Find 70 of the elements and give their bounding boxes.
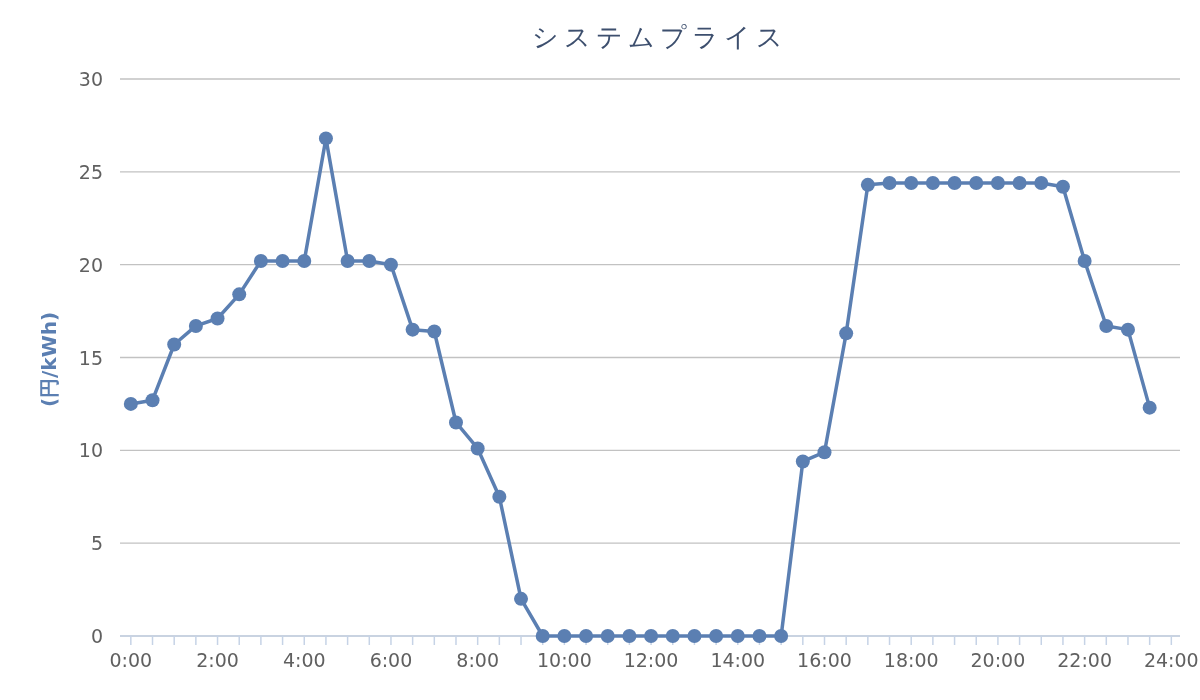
point (600, 629, 615, 643)
point (448, 415, 463, 430)
point (990, 175, 1005, 190)
x-tick-label: 24:00 (1143, 649, 1199, 671)
point (860, 177, 875, 192)
point (123, 396, 138, 411)
point (470, 441, 485, 456)
point (730, 629, 745, 643)
point (492, 489, 507, 504)
point (947, 175, 962, 190)
point (1034, 175, 1049, 190)
point (752, 629, 767, 643)
point (709, 629, 724, 643)
point (925, 175, 940, 190)
x-tick-label: 22:00 (1057, 649, 1112, 671)
point (904, 175, 919, 190)
point (253, 253, 268, 268)
point (210, 311, 225, 326)
x-tick-label: 8:00 (456, 649, 499, 671)
point (167, 337, 182, 352)
x-tick-label: 2:00 (196, 649, 239, 671)
y-tick-label: 0 (90, 625, 103, 647)
point (1012, 175, 1027, 190)
point (188, 318, 203, 333)
point (687, 629, 702, 643)
point (882, 175, 897, 190)
point (622, 629, 637, 643)
x-tick-label: 20:00 (970, 649, 1026, 671)
y-tick-label: 15 (78, 346, 103, 369)
point (383, 257, 398, 272)
point (665, 629, 680, 643)
point (427, 324, 442, 339)
x-tick-label: 4:00 (282, 649, 326, 671)
point (969, 175, 984, 190)
x-tick-label: 14:00 (710, 649, 766, 671)
point (1142, 400, 1157, 415)
point (1099, 318, 1114, 333)
point (297, 253, 312, 268)
point (318, 131, 333, 146)
y-tick-label: 10 (78, 439, 103, 462)
point (145, 393, 160, 408)
point (340, 253, 355, 268)
point (232, 287, 247, 302)
point (817, 445, 832, 460)
point (514, 591, 529, 606)
point (535, 629, 550, 643)
x-tick-label: 18:00 (883, 649, 939, 671)
y-tick-label: 30 (78, 68, 103, 90)
point (362, 253, 377, 268)
point (774, 629, 789, 643)
point (1077, 253, 1092, 268)
point (839, 326, 854, 341)
point (579, 629, 594, 643)
point (795, 454, 810, 469)
point (1120, 322, 1135, 337)
y-axis-title: (円/kWh) (37, 311, 61, 408)
point (557, 629, 572, 643)
point (405, 322, 420, 337)
x-tick-label: 16:00 (797, 649, 852, 671)
x-tick-label: 0:00 (109, 649, 153, 671)
x-tick-label: 6:00 (369, 649, 413, 671)
chart-title: システムプライス (532, 22, 788, 52)
point (644, 629, 659, 643)
y-tick-label: 20 (78, 253, 103, 276)
point (1055, 179, 1070, 194)
y-tick-label: 25 (78, 160, 103, 183)
point (275, 253, 290, 268)
x-tick-label: 10:00 (536, 649, 592, 671)
y-tick-label: 5 (90, 532, 103, 555)
x-tick-label: 12:00 (623, 649, 679, 671)
